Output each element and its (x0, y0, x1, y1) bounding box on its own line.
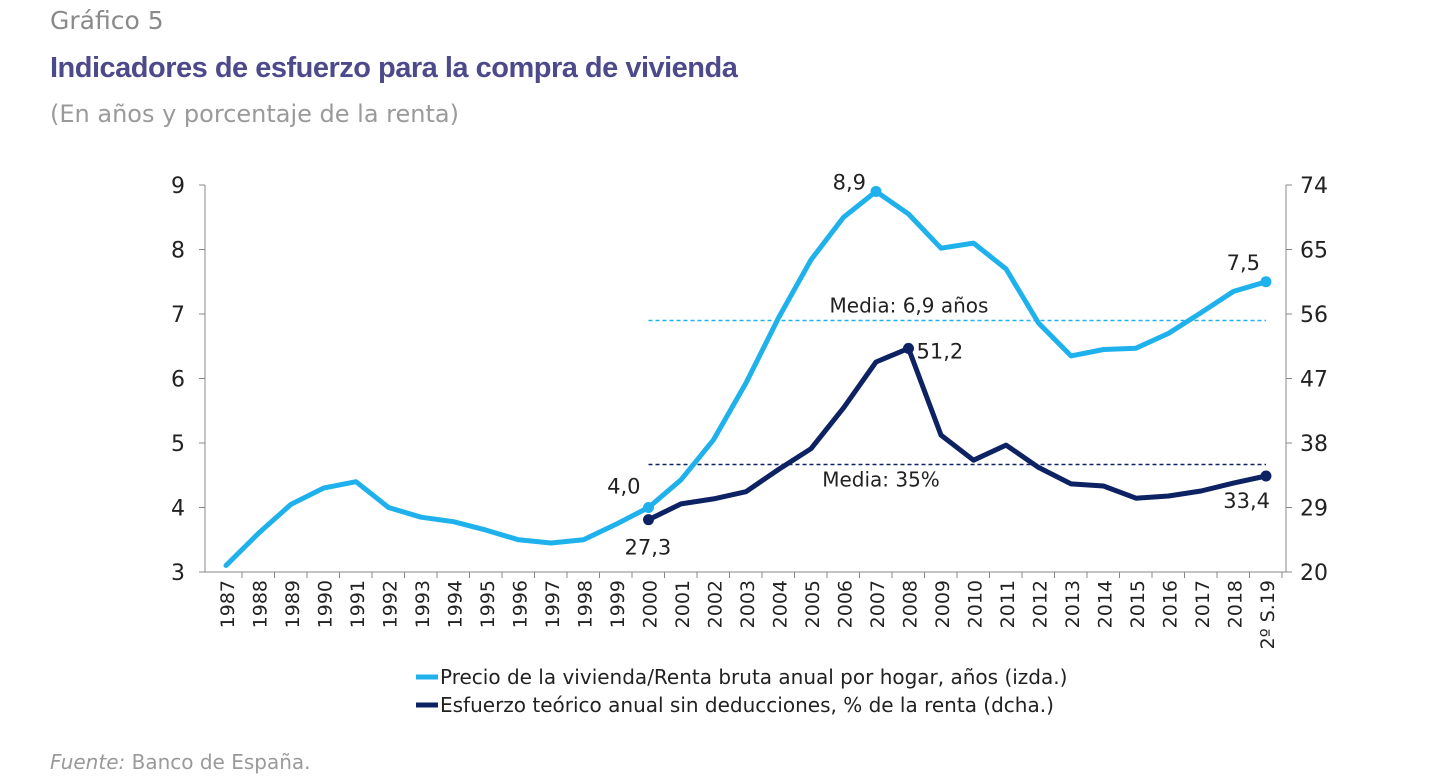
x-tick-label: 2002 (705, 580, 727, 628)
source-label: Fuente: (50, 750, 126, 774)
data-label: 8,9 (833, 170, 866, 194)
x-tick-label: 2000 (640, 580, 662, 628)
x-tick-label: 1987 (217, 580, 239, 628)
source-note: Fuente: Banco de España. (50, 750, 311, 774)
annotated-point (1260, 276, 1272, 288)
x-tick-label: 1995 (477, 580, 499, 628)
series-line-1 (646, 345, 1269, 523)
legend-label-1: Esfuerzo teórico anual sin deducciones, … (440, 693, 1054, 717)
x-tick-label: 2014 (1095, 580, 1117, 628)
annotated-point (1260, 470, 1272, 482)
right-tick-label: 74 (1300, 174, 1328, 199)
x-tick-label: 1989 (282, 580, 304, 628)
data-label: 33,4 (1223, 489, 1270, 513)
legend-label-0: Precio de la vivienda/Renta bruta anual … (440, 665, 1067, 689)
x-tick-label: 2007 (867, 580, 889, 628)
right-tick-label: 20 (1300, 561, 1328, 586)
x-tick-label: 1988 (250, 580, 272, 628)
left-tick-label: 5 (171, 432, 185, 457)
right-tick-label: 56 (1300, 303, 1328, 328)
x-tick-label: 2012 (1030, 580, 1052, 628)
x-tick-label: 1992 (380, 580, 402, 628)
x-tick-label: 2013 (1062, 580, 1084, 628)
left-tick-label: 8 (171, 239, 185, 264)
x-tick-label: 1991 (347, 580, 369, 628)
series-line-0 (223, 188, 1269, 568)
annotated-point (870, 185, 882, 197)
x-tick-label: 1997 (542, 580, 564, 628)
annotated-point (643, 514, 654, 526)
annotated-point (643, 502, 654, 513)
data-label: 51,2 (917, 339, 964, 363)
x-tick-label: 2001 (672, 580, 694, 628)
x-tick-label: 2011 (997, 580, 1019, 628)
right-tick-label: 38 (1300, 432, 1328, 457)
x-tick-label: 2004 (770, 580, 792, 628)
mean-label: Media: 35% (822, 468, 940, 492)
x-tick-label: 2006 (835, 580, 857, 628)
data-label: 7,5 (1227, 251, 1260, 275)
x-tick-label: 1996 (510, 580, 532, 628)
x-tick-label: 2003 (737, 580, 759, 628)
x-tick-label: 2017 (1192, 580, 1214, 628)
chart-title: Indicadores de esfuerzo para la compra d… (50, 52, 738, 84)
x-tick-label: 1998 (575, 580, 597, 628)
data-label: 27,3 (625, 536, 672, 560)
chart-label: Gráfico 5 (50, 6, 164, 35)
source-text: Banco de España. (131, 750, 311, 774)
x-tick-label: 2010 (965, 580, 987, 628)
left-tick-label: 9 (171, 174, 185, 199)
left-tick-label: 6 (171, 368, 185, 393)
x-tick-label: 2005 (802, 580, 824, 628)
x-tick-label: 2018 (1225, 580, 1247, 628)
data-label: 4,0 (607, 475, 640, 499)
annotated-point (903, 342, 914, 354)
right-tick-label: 65 (1300, 239, 1328, 264)
chart-subtitle: (En años y porcentaje de la renta) (50, 100, 459, 128)
x-tick-label: 1994 (445, 580, 467, 628)
x-tick-label: 1999 (607, 580, 629, 628)
x-tick-label: 2008 (900, 580, 922, 628)
mean-label: Media: 6,9 años (830, 293, 989, 317)
left-tick-label: 4 (171, 497, 185, 522)
right-tick-label: 29 (1300, 497, 1328, 522)
x-tick-label: 1993 (412, 580, 434, 628)
x-tick-label: 2º S.19 (1257, 580, 1279, 649)
left-tick-label: 3 (171, 561, 185, 586)
x-tick-label: 2015 (1127, 580, 1149, 628)
x-tick-label: 1990 (315, 580, 337, 628)
left-tick-label: 7 (171, 303, 185, 328)
right-tick-label: 47 (1300, 368, 1328, 393)
x-tick-label: 2009 (932, 580, 954, 628)
x-tick-label: 2016 (1160, 580, 1182, 628)
